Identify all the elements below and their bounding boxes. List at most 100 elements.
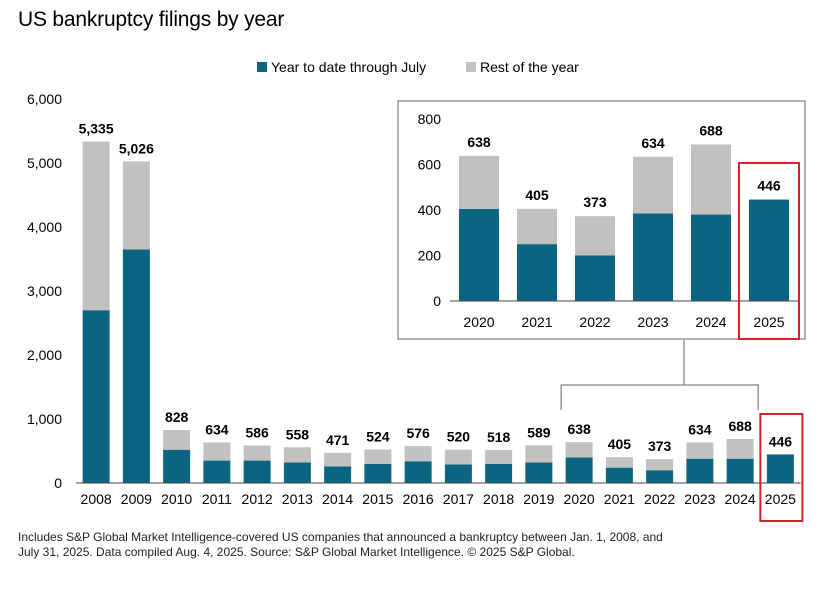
data-label-2014: 471 xyxy=(326,432,350,448)
bar-rest-2022 xyxy=(646,459,674,471)
legend-swatch-ytd xyxy=(257,62,267,72)
x-tick-label-2020: 2020 xyxy=(564,491,595,507)
bar-ytd-2024 xyxy=(726,458,754,483)
inset-y-tick-label: 200 xyxy=(418,248,442,264)
footnote-line-2: July 31, 2025. Data compiled Aug. 4, 202… xyxy=(18,545,575,559)
x-tick-label-2012: 2012 xyxy=(242,491,273,507)
highlight-box-main xyxy=(759,413,804,522)
bar-ytd-2017 xyxy=(444,464,472,483)
bar-ytd-2012 xyxy=(243,460,271,483)
inset-bar-ytd-2024 xyxy=(691,214,731,301)
bar-ytd-2022 xyxy=(646,470,674,483)
inset-connector xyxy=(560,340,759,410)
data-label-2021: 405 xyxy=(608,436,632,452)
inset-bar-ytd-2023 xyxy=(633,213,673,301)
bar-ytd-2014 xyxy=(324,466,352,483)
inset-bar-rest-2024 xyxy=(691,144,731,215)
bar-ytd-2020 xyxy=(565,457,593,483)
data-label-2020: 638 xyxy=(567,421,591,437)
bar-rest-2012 xyxy=(243,445,271,461)
inset-data-label-2025: 446 xyxy=(757,178,781,194)
bar-rest-2020 xyxy=(565,442,593,458)
legend-swatch-rest xyxy=(466,62,476,72)
x-tick-label-2016: 2016 xyxy=(403,491,434,507)
data-label-2011: 634 xyxy=(205,421,229,437)
main-x-axis: 2008 2009 2010 2011 2012 2013 2014 2015 2016 2017… xyxy=(76,482,801,507)
bar-ytd-2018 xyxy=(485,463,513,483)
bar-rest-2024 xyxy=(726,438,754,459)
footnote: Includes S&P Global Market Intelligence-… xyxy=(18,530,808,560)
data-label-2018: 518 xyxy=(487,429,511,445)
data-label-2009: 5,026 xyxy=(119,140,154,156)
x-tick-label-2008: 2008 xyxy=(81,491,112,507)
inset-data-label-2023: 634 xyxy=(641,135,665,151)
x-tick-label-2024: 2024 xyxy=(725,491,756,507)
inset-y-tick-label: 400 xyxy=(418,202,442,218)
inset-bar-ytd-2022 xyxy=(575,255,615,301)
bar-ytd-2021 xyxy=(605,467,633,483)
y-tick-label: 1,000 xyxy=(27,411,62,427)
data-label-2013: 558 xyxy=(286,426,310,442)
bar-ytd-2016 xyxy=(404,461,432,483)
inset-data-label-2021: 405 xyxy=(525,187,549,203)
x-tick-label-2023: 2023 xyxy=(684,491,715,507)
inset-y-tick-label: 0 xyxy=(433,293,441,309)
data-label-2010: 828 xyxy=(165,409,189,425)
bar-ytd-2011 xyxy=(203,460,231,483)
bar-rest-2010 xyxy=(163,430,191,450)
inset-x-tick-label-2023: 2023 xyxy=(637,314,668,330)
inset-y-tick-label: 800 xyxy=(418,111,442,127)
highlight-box-inset xyxy=(738,162,800,340)
inset-chart: 0 200 400 600 800 638 2020 405 2021 373 2022 634 202… xyxy=(397,100,806,340)
inset-bar-ytd-2021 xyxy=(517,244,557,301)
inset-x-tick-label-2021: 2021 xyxy=(521,314,552,330)
bar-ytd-2010 xyxy=(163,449,191,483)
inset-data-label-2020: 638 xyxy=(467,134,491,150)
x-tick-label-2015: 2015 xyxy=(362,491,393,507)
bar-rest-2019 xyxy=(525,445,553,463)
data-label-2017: 520 xyxy=(447,429,471,445)
inset-bar-ytd-2025 xyxy=(749,199,789,301)
inset-bar-rest-2022 xyxy=(575,216,615,256)
inset-x-tick-label-2025: 2025 xyxy=(753,314,784,330)
chart-title: US bankruptcy filings by year xyxy=(18,8,285,31)
x-tick-label-2019: 2019 xyxy=(523,491,554,507)
x-tick-label-2010: 2010 xyxy=(161,491,192,507)
inset-bar-rest-2023 xyxy=(633,156,673,214)
x-tick-label-2025: 2025 xyxy=(765,491,796,507)
bar-ytd-2019 xyxy=(525,462,553,483)
data-label-2025: 446 xyxy=(769,433,793,449)
inset-bar-rest-2021 xyxy=(517,208,557,245)
footnote-line-1: Includes S&P Global Market Intelligence-… xyxy=(18,530,663,544)
y-tick-label: 5,000 xyxy=(27,155,62,171)
y-tick-label: 2,000 xyxy=(27,347,62,363)
bar-ytd-2008 xyxy=(82,310,110,483)
x-tick-label-2013: 2013 xyxy=(282,491,313,507)
inset-data-label-2022: 373 xyxy=(583,194,607,210)
bar-rest-2009 xyxy=(122,161,150,250)
bar-ytd-2009 xyxy=(122,249,150,483)
bar-rest-2008 xyxy=(82,141,110,311)
bar-rest-2011 xyxy=(203,442,231,461)
x-tick-label-2011: 2011 xyxy=(202,491,232,507)
x-tick-label-2009: 2009 xyxy=(121,491,152,507)
bar-ytd-2023 xyxy=(686,458,714,483)
data-label-2022: 373 xyxy=(648,438,672,454)
data-label-2019: 589 xyxy=(527,424,551,440)
data-label-2016: 576 xyxy=(406,425,430,441)
legend-label-rest: Rest of the year xyxy=(480,59,579,75)
main-bars xyxy=(82,141,804,522)
y-tick-label: 4,000 xyxy=(27,219,62,235)
data-label-2023: 634 xyxy=(688,421,712,437)
inset-data-label-2024: 688 xyxy=(699,122,723,138)
x-tick-label-2022: 2022 xyxy=(644,491,675,507)
inset-bar-ytd-2020 xyxy=(459,208,499,301)
bar-rest-2014 xyxy=(324,452,352,467)
y-tick-label: 3,000 xyxy=(27,283,62,299)
data-label-2012: 586 xyxy=(245,424,269,440)
main-y-axis: 0 1,000 2,000 3,000 4,000 5,000 6,000 xyxy=(27,91,62,491)
bar-ytd-2013 xyxy=(283,462,311,483)
bar-ytd-2025 xyxy=(766,454,794,483)
main-data-labels: 5,335 5,026 828 634 586 558 471 524 576 520 518 589… xyxy=(79,121,793,455)
bar-rest-2021 xyxy=(605,457,633,468)
